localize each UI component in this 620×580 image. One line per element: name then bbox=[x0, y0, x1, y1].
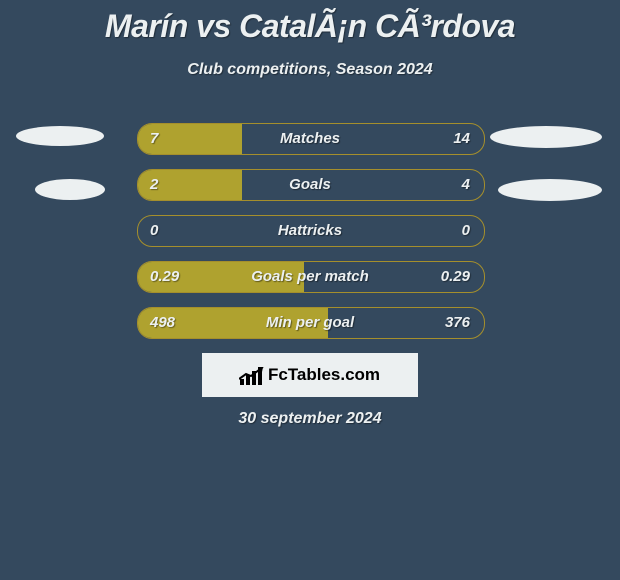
player-right-ellipse bbox=[490, 126, 602, 148]
bar-chart-icon bbox=[240, 365, 262, 385]
player-right-ellipse bbox=[498, 179, 602, 201]
stat-bar-track bbox=[137, 123, 485, 155]
stat-left-value: 0.29 bbox=[150, 268, 179, 285]
stat-row: 0 0 Hattricks bbox=[0, 207, 620, 253]
stat-right-value: 0 bbox=[462, 222, 470, 239]
branding-text: FcTables.com bbox=[268, 365, 380, 385]
stat-row: 498 376 Min per goal bbox=[0, 299, 620, 345]
footer-date: 30 september 2024 bbox=[0, 410, 620, 428]
stat-bar-track bbox=[137, 261, 485, 293]
player-left-ellipse bbox=[16, 126, 104, 146]
comparison-infographic: Marín vs CatalÃ¡n CÃ³rdova Club competit… bbox=[0, 0, 620, 580]
stat-right-value: 14 bbox=[453, 130, 470, 147]
stat-rows: 7 14 Matches 2 4 Goals 0 0 Hattricks bbox=[0, 115, 620, 345]
stat-bar-track bbox=[137, 215, 485, 247]
stat-bar-track bbox=[137, 307, 485, 339]
stat-right-value: 4 bbox=[462, 176, 470, 193]
stat-left-value: 7 bbox=[150, 130, 158, 147]
stat-right-value: 0.29 bbox=[441, 268, 470, 285]
branding: FcTables.com bbox=[202, 353, 418, 397]
stat-row: 0.29 0.29 Goals per match bbox=[0, 253, 620, 299]
page-title: Marín vs CatalÃ¡n CÃ³rdova bbox=[0, 0, 620, 45]
page-subtitle: Club competitions, Season 2024 bbox=[0, 61, 620, 79]
stat-left-value: 498 bbox=[150, 314, 175, 331]
stat-bar-track bbox=[137, 169, 485, 201]
stat-left-value: 2 bbox=[150, 176, 158, 193]
stat-right-value: 376 bbox=[445, 314, 470, 331]
stat-left-value: 0 bbox=[150, 222, 158, 239]
player-left-ellipse bbox=[35, 179, 105, 200]
